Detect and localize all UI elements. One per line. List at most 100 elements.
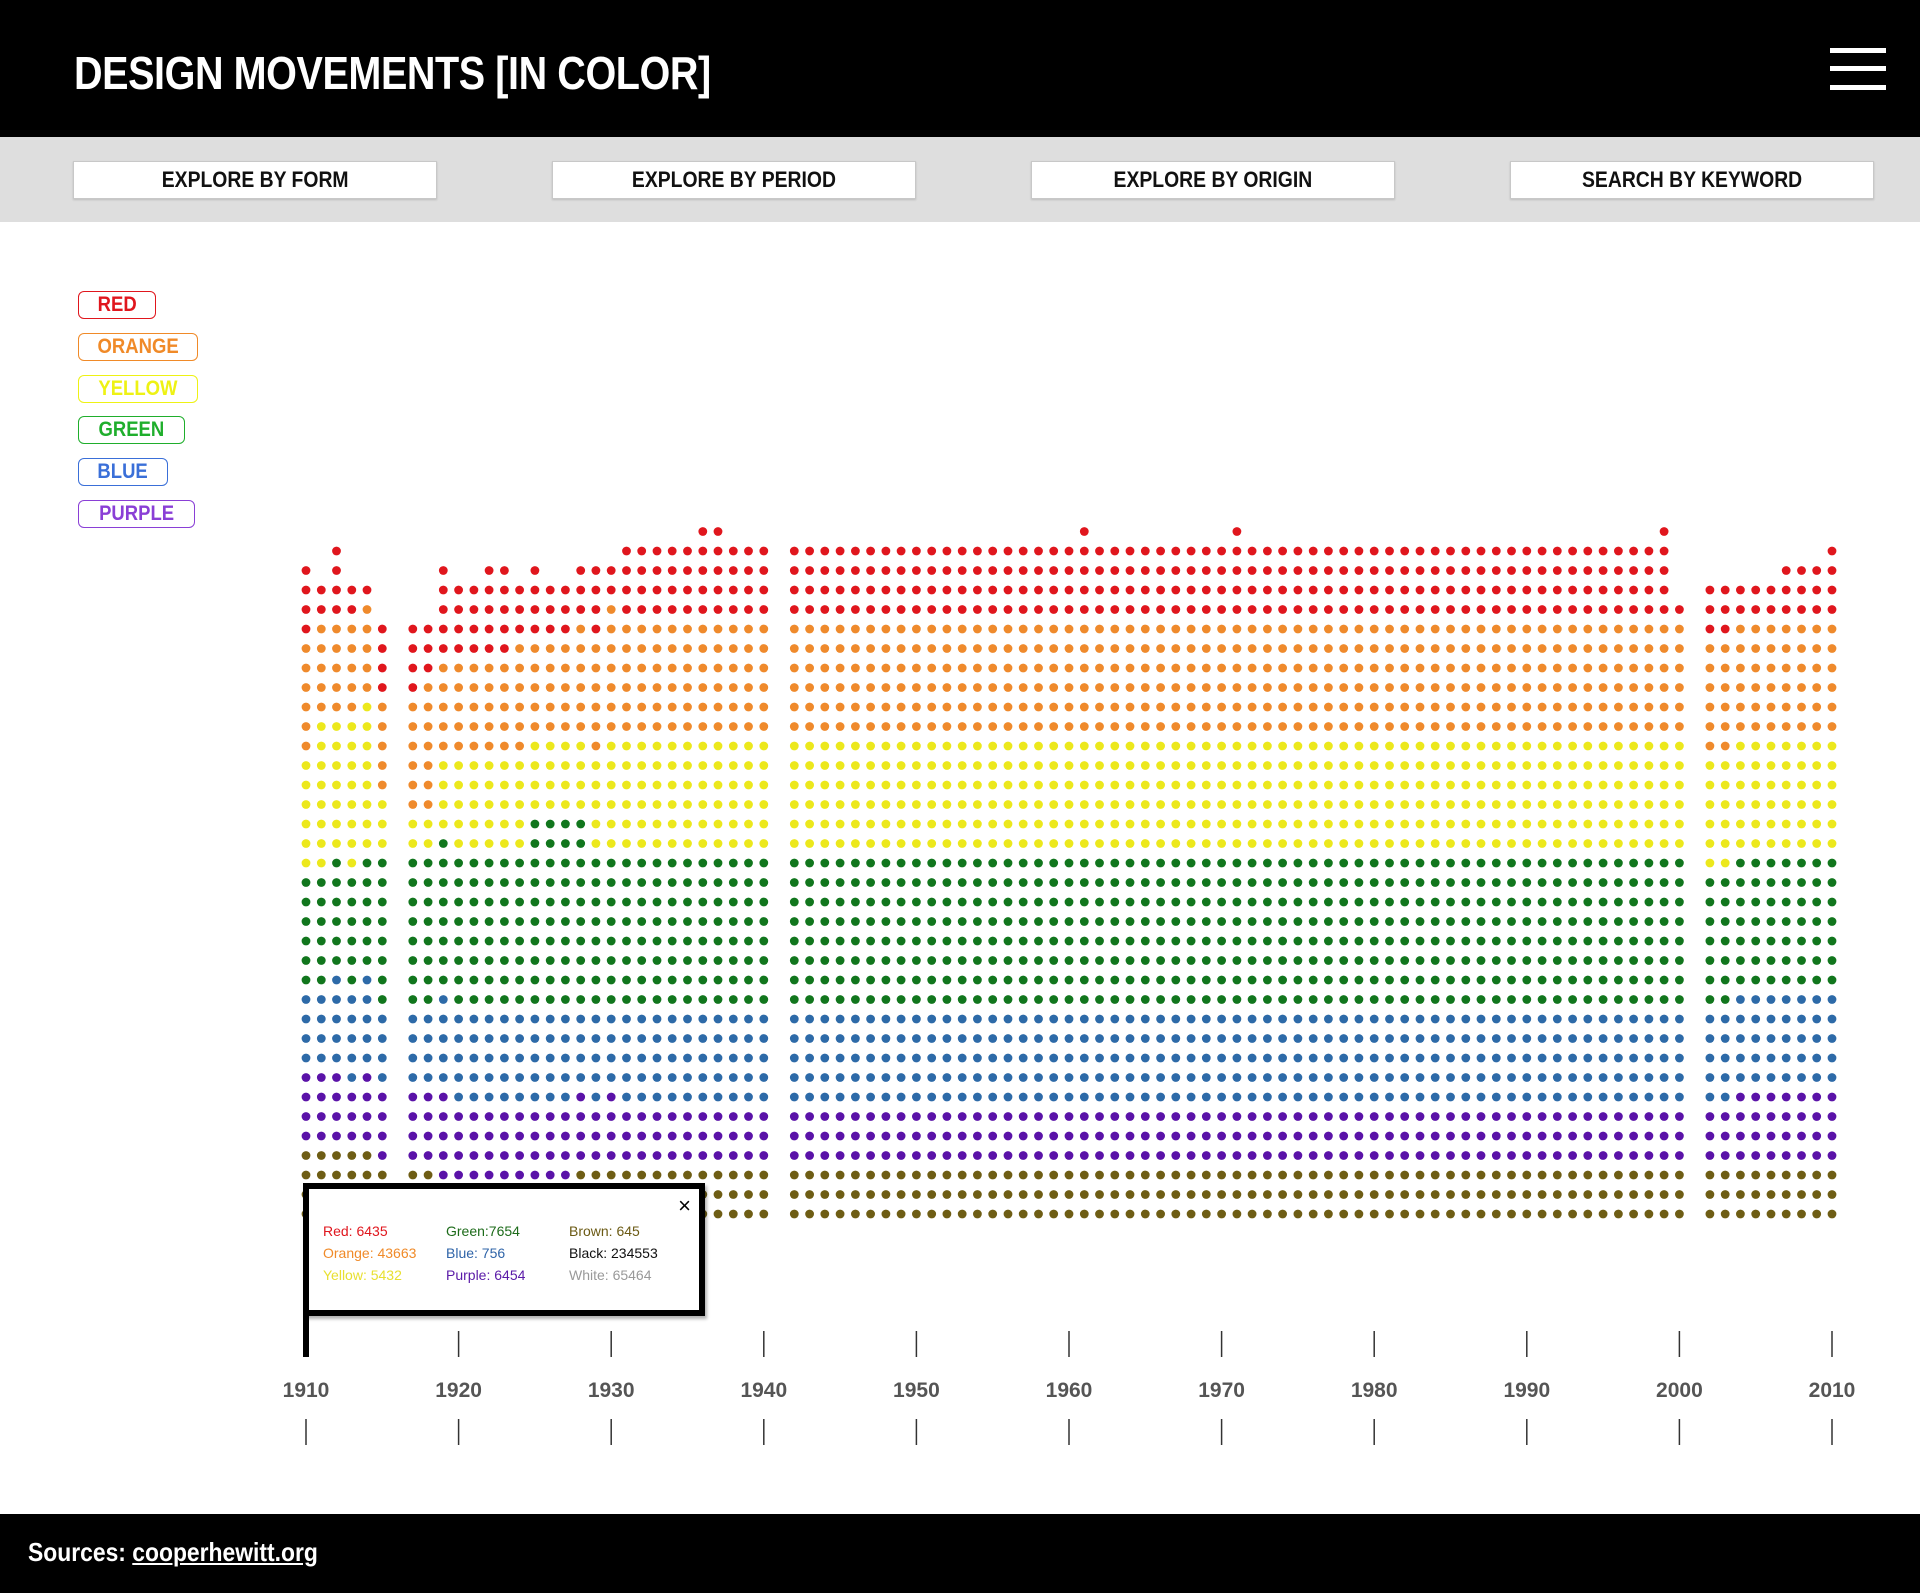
dot-orange-1977[interactable] [1324,644,1333,653]
dot-brown-1997[interactable] [1629,1209,1638,1219]
dot-blue-1999[interactable] [1659,1034,1669,1043]
dot-yellow-1949[interactable] [896,839,906,848]
dot-yellow-2004[interactable] [1736,819,1745,829]
dot-yellow-1976[interactable] [1308,819,1318,829]
dot-green-2007[interactable] [1781,878,1791,887]
dot-green-1951[interactable] [927,975,937,985]
dot-orange-1963[interactable] [1110,702,1120,712]
dot-green-1919[interactable] [438,878,448,887]
dot-green-1957[interactable] [1018,995,1028,1004]
dot-yellow-1982[interactable] [1400,741,1410,751]
dot-yellow-1976[interactable] [1308,800,1318,809]
dot-blue-1950[interactable] [912,1073,921,1082]
dot-purple-1924[interactable] [515,1151,524,1160]
legend-red[interactable]: RED [78,291,156,319]
dot-blue-1932[interactable] [637,1092,647,1102]
dot-purple-1952[interactable] [942,1131,952,1141]
dot-purple-1930[interactable] [606,1151,616,1160]
dot-yellow-1984[interactable] [1430,761,1440,770]
dot-orange-1918[interactable] [423,722,433,731]
dot-yellow-1912[interactable] [332,761,341,770]
dot-blue-2000[interactable] [1675,1092,1684,1102]
dot-blue-1913[interactable] [347,1053,357,1063]
dot-yellow-1951[interactable] [927,839,937,848]
dot-purple-1915[interactable] [377,1131,387,1141]
dot-green-1986[interactable] [1461,878,1471,887]
dot-brown-2002[interactable] [1705,1190,1715,1199]
dot-yellow-1944[interactable] [820,839,830,848]
dot-brown-1950[interactable] [912,1170,921,1180]
dot-orange-1950[interactable] [912,624,921,634]
dot-green-2004[interactable] [1736,858,1745,868]
dot-green-1923[interactable] [500,975,509,985]
dot-green-1948[interactable] [881,995,891,1004]
dot-yellow-1913[interactable] [347,722,357,731]
dot-yellow-1920[interactable] [454,800,463,809]
dot-yellow-1930[interactable] [606,741,616,751]
dot-yellow-1975[interactable] [1293,800,1303,809]
dot-yellow-1947[interactable] [866,839,875,848]
dot-red-1984[interactable] [1430,585,1440,595]
dot-orange-1952[interactable] [942,683,952,692]
dot-blue-1919[interactable] [438,1034,448,1043]
dot-green-1940[interactable] [759,858,769,868]
dot-blue-2004[interactable] [1736,1014,1745,1024]
dot-green-1976[interactable] [1308,917,1318,926]
dot-green-1983[interactable] [1415,897,1425,907]
dot-yellow-1910[interactable] [301,839,311,848]
dot-yellow-2004[interactable] [1736,741,1745,751]
dot-yellow-1915[interactable] [377,819,387,829]
dot-brown-1961[interactable] [1079,1170,1089,1180]
dot-brown-1965[interactable] [1140,1209,1150,1219]
dot-red-1942[interactable] [789,605,799,614]
dot-yellow-1920[interactable] [454,780,463,790]
dot-orange-1971[interactable] [1232,644,1242,653]
dot-green-1956[interactable] [1003,858,1013,868]
dot-red-1999[interactable] [1659,605,1669,614]
dot-green-1960[interactable] [1064,936,1074,946]
dot-orange-1922[interactable] [484,683,494,692]
dot-orange-1927[interactable] [561,663,570,673]
dot-green-1955[interactable] [988,936,998,946]
dot-yellow-1959[interactable] [1049,819,1059,829]
dot-blue-1937[interactable] [713,1073,723,1082]
dot-orange-1974[interactable] [1278,683,1287,692]
dot-green-1930[interactable] [606,878,616,887]
dot-red-1984[interactable] [1430,546,1440,556]
dot-yellow-2006[interactable] [1766,761,1776,770]
dot-blue-1960[interactable] [1064,1092,1074,1102]
dot-purple-1982[interactable] [1400,1112,1410,1121]
dot-blue-1967[interactable] [1171,1073,1181,1082]
dot-green-1990[interactable] [1522,878,1532,887]
dot-green-1980[interactable] [1369,956,1379,965]
dot-yellow-1953[interactable] [957,780,967,790]
dot-yellow-1965[interactable] [1140,800,1150,809]
dot-blue-1940[interactable] [759,1092,769,1102]
dot-blue-1985[interactable] [1446,1053,1455,1063]
dot-green-1936[interactable] [698,917,708,926]
dot-orange-1978[interactable] [1339,644,1349,653]
dot-yellow-1950[interactable] [912,839,921,848]
dot-yellow-1926[interactable] [545,780,555,790]
dot-yellow-1930[interactable] [606,780,616,790]
dot-orange-1952[interactable] [942,624,952,634]
dot-green-1958[interactable] [1034,858,1043,868]
dot-purple-1948[interactable] [881,1151,891,1160]
dot-green-1952[interactable] [942,975,952,985]
dot-brown-1938[interactable] [728,1170,738,1180]
dot-green-1997[interactable] [1629,956,1638,965]
dot-yellow-2007[interactable] [1781,800,1791,809]
dot-orange-1942[interactable] [789,722,799,731]
dot-orange-1913[interactable] [347,663,357,673]
dot-red-1927[interactable] [561,624,570,634]
dot-purple-1966[interactable] [1156,1151,1165,1160]
dot-red-1970[interactable] [1217,546,1226,556]
dot-green-1998[interactable] [1644,975,1654,985]
dot-yellow-1957[interactable] [1018,839,1028,848]
dot-orange-1911[interactable] [316,683,326,692]
dot-green-1931[interactable] [622,897,631,907]
dot-blue-1936[interactable] [698,1014,708,1024]
dot-orange-1953[interactable] [957,644,967,653]
dot-purple-1984[interactable] [1430,1131,1440,1141]
dot-green-1996[interactable] [1614,878,1623,887]
